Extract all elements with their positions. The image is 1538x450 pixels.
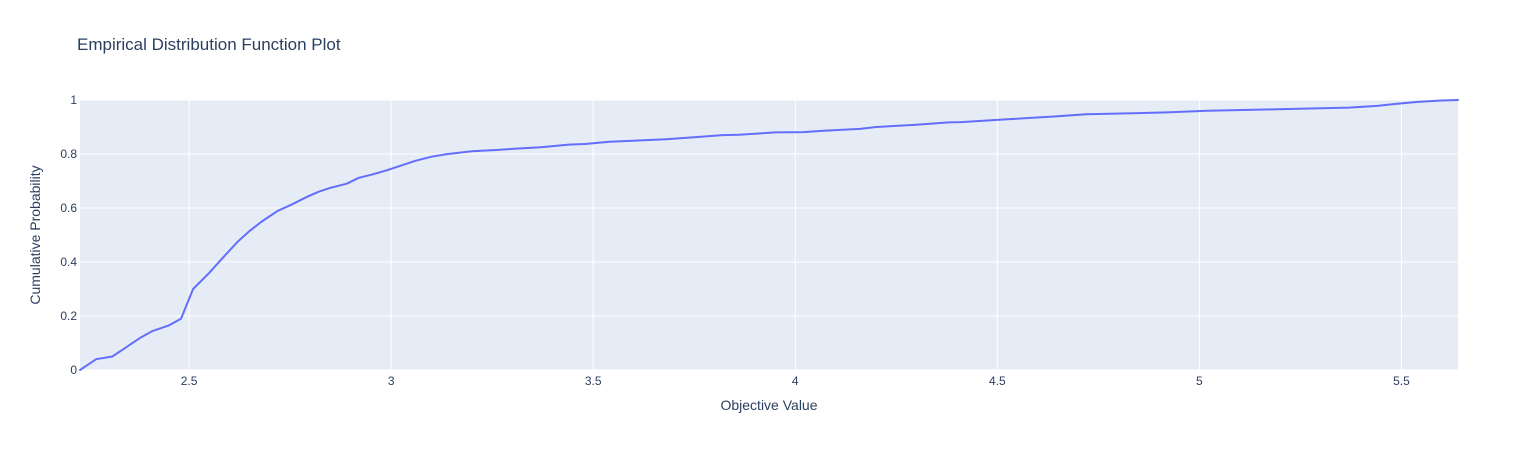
y-tick-label: 0.8	[60, 147, 77, 161]
data-layer	[79, 99, 1459, 371]
y-axis-label: Cumulative Probability	[27, 165, 43, 304]
x-tick-label: 3.5	[585, 374, 602, 388]
tick-labels: 2.5 3 3.5 4 4.5 5 5.5 0 0.2 0.4 0.6 0.8 1	[60, 93, 1410, 388]
chart-title: Empirical Distribution Function Plot	[77, 35, 341, 54]
plot-area	[80, 100, 1458, 370]
y-tick-label: 0.4	[60, 255, 77, 269]
x-tick-label: 4.5	[989, 374, 1006, 388]
x-tick-label: 2.5	[181, 374, 198, 388]
x-axis-label: Objective Value	[720, 397, 817, 413]
grid	[80, 99, 1458, 371]
y-tick-label: 0.6	[60, 201, 77, 215]
x-tick-label: 5	[1196, 374, 1203, 388]
x-tick-label: 5.5	[1393, 374, 1410, 388]
ecdf-series-line	[79, 99, 1459, 371]
y-tick-label: 0	[70, 363, 77, 377]
y-tick-label: 1	[70, 93, 77, 107]
x-tick-label: 3	[388, 374, 395, 388]
y-tick-label: 0.2	[60, 309, 77, 323]
x-tick-label: 4	[792, 374, 799, 388]
